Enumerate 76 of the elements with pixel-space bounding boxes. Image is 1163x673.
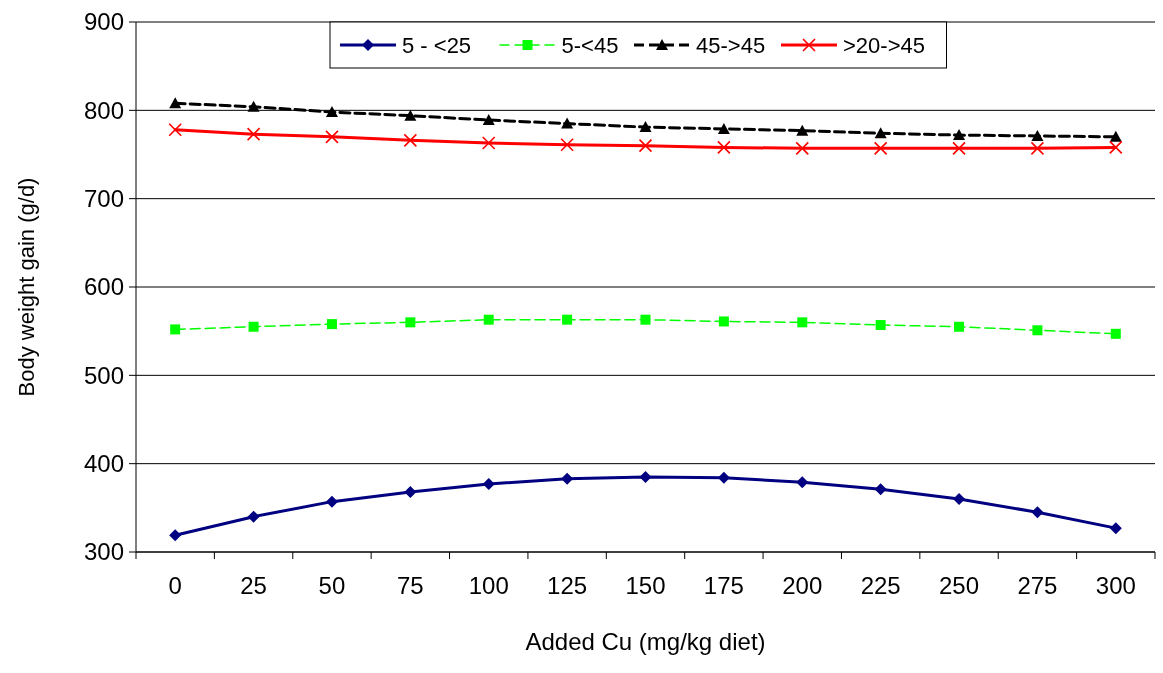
point xyxy=(953,129,966,141)
x-tick-label: 125 xyxy=(547,572,588,599)
point xyxy=(246,127,261,141)
point xyxy=(325,495,338,508)
point xyxy=(168,122,182,137)
point xyxy=(325,106,338,118)
x-tick-label: 100 xyxy=(468,572,509,599)
point xyxy=(483,314,494,325)
x-tick-label: 175 xyxy=(703,572,744,599)
point xyxy=(404,485,417,498)
point xyxy=(482,114,495,126)
point xyxy=(482,477,495,490)
point xyxy=(562,314,573,325)
y-tick-label: 300 xyxy=(83,538,124,566)
y-tick-label: 900 xyxy=(83,8,124,36)
point xyxy=(874,127,887,139)
legend-label: >20->45 xyxy=(843,32,925,58)
point xyxy=(325,130,339,144)
point xyxy=(1030,141,1045,156)
x-tick-label: 0 xyxy=(168,572,182,599)
point xyxy=(405,317,416,328)
point xyxy=(717,122,730,134)
point xyxy=(560,137,574,152)
y-tick-label: 500 xyxy=(83,361,124,389)
x-axis-title: Added Cu (mg/kg diet) xyxy=(525,628,766,655)
point xyxy=(795,141,810,156)
point xyxy=(797,317,808,328)
legend-label: 45->45 xyxy=(696,32,766,58)
point xyxy=(1110,328,1121,339)
x-tick-label: 50 xyxy=(318,572,346,599)
point xyxy=(718,316,729,327)
legend-label: 5 - <25 xyxy=(402,32,472,58)
point xyxy=(1109,522,1122,535)
point xyxy=(561,117,574,129)
point xyxy=(248,321,259,332)
point xyxy=(874,483,887,496)
x-tick-label: 150 xyxy=(625,572,666,599)
point xyxy=(169,97,182,109)
point xyxy=(875,319,886,330)
point xyxy=(1032,325,1043,336)
point xyxy=(326,319,337,330)
x-tick-label: 200 xyxy=(782,572,823,599)
point xyxy=(639,470,652,483)
x-tick-label: 250 xyxy=(939,572,980,599)
y-tick-label: 800 xyxy=(83,96,124,124)
point xyxy=(170,324,181,335)
point xyxy=(403,133,418,148)
point xyxy=(639,121,652,133)
x-tick-label: 75 xyxy=(396,572,424,599)
point xyxy=(796,476,809,489)
x-tick-label: 300 xyxy=(1095,572,1136,599)
y-tick-label: 400 xyxy=(83,450,124,478)
point xyxy=(873,141,888,156)
point xyxy=(952,141,966,156)
x-tick-label: 225 xyxy=(860,572,901,599)
point xyxy=(404,109,417,121)
y-axis-title: Body weight gain (g/d) xyxy=(14,177,39,397)
point xyxy=(1031,129,1044,141)
point xyxy=(953,493,966,505)
point xyxy=(1109,140,1123,155)
point xyxy=(717,140,731,155)
point xyxy=(1031,506,1044,519)
y-tick-label: 600 xyxy=(83,273,124,301)
point xyxy=(247,510,260,523)
y-tick-label: 700 xyxy=(83,185,124,213)
point xyxy=(796,124,809,136)
point xyxy=(247,100,260,112)
x-tick-label: 25 xyxy=(240,572,267,599)
point xyxy=(481,136,496,150)
point xyxy=(169,529,182,542)
legend-label: 5-<45 xyxy=(561,32,619,58)
point xyxy=(638,138,653,153)
x-tick-label: 275 xyxy=(1017,572,1058,599)
point xyxy=(640,314,651,325)
point xyxy=(1109,130,1122,142)
point xyxy=(954,321,965,332)
